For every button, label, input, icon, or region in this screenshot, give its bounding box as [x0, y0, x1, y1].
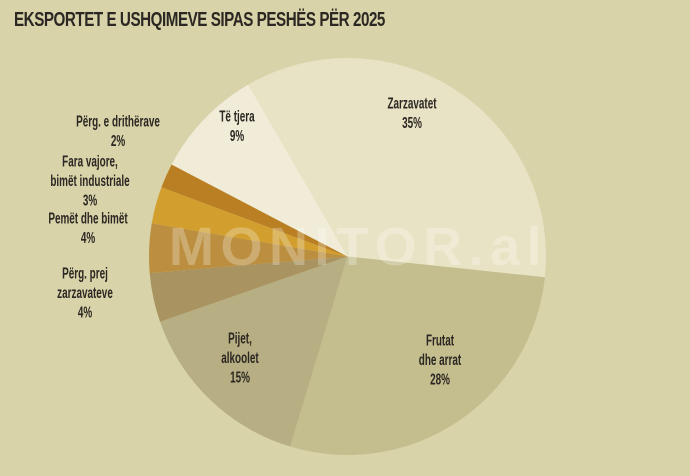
svg-text:zarzavateve: zarzavateve [57, 283, 113, 301]
svg-text:bimët industriale: bimët industriale [50, 171, 129, 189]
svg-text:4%: 4% [78, 303, 92, 321]
svg-text:15%: 15% [230, 368, 250, 386]
svg-text:4%: 4% [81, 228, 95, 246]
svg-text:Përg. e drithërave: Përg. e drithërave [76, 112, 160, 130]
svg-text:Të tjera: Të tjera [219, 107, 255, 125]
svg-text:28%: 28% [430, 370, 450, 388]
svg-text:2%: 2% [111, 131, 125, 149]
svg-text:3%: 3% [83, 191, 97, 209]
svg-text:Pemët dhe bimët: Pemët dhe bimët [48, 209, 128, 227]
svg-text:Frutat: Frutat [426, 331, 454, 349]
svg-text:dhe arrat: dhe arrat [419, 350, 462, 368]
svg-text:35%: 35% [402, 113, 422, 131]
svg-text:9%: 9% [230, 126, 244, 144]
svg-text:Zarzavatet: Zarzavatet [387, 94, 436, 112]
svg-text:Fara vajore,: Fara vajore, [62, 152, 118, 170]
svg-text:alkoolet: alkoolet [221, 348, 259, 366]
svg-text:Pijet,: Pijet, [228, 329, 252, 347]
svg-text:Përg. prej: Përg. prej [62, 264, 108, 282]
